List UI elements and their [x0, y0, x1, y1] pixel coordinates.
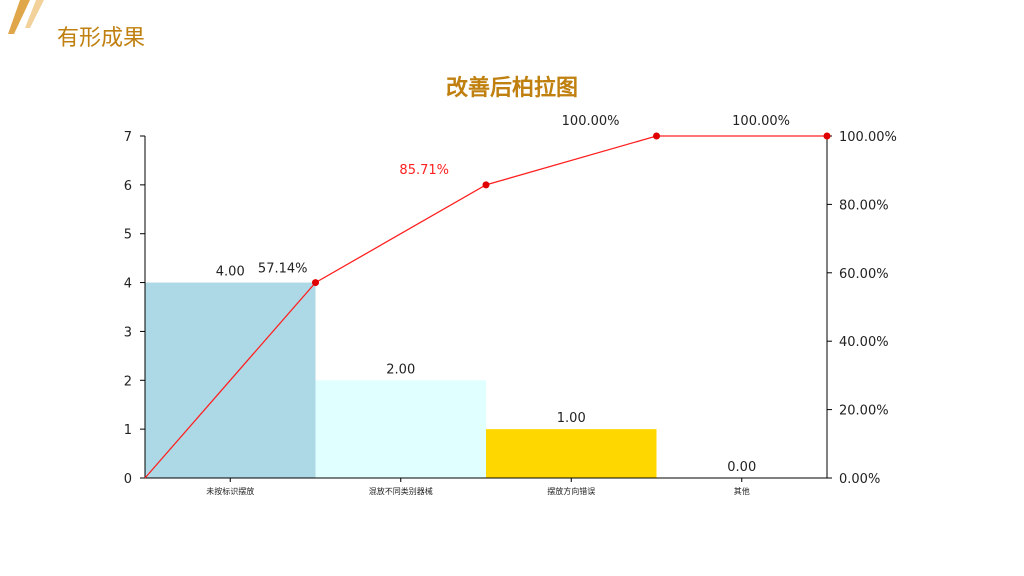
- x-tick-label: 其他: [734, 486, 750, 496]
- bar-value-label: 4.00: [216, 265, 245, 280]
- chart-title: 改善后柏拉图: [445, 76, 578, 101]
- y2-tick-label: 0.00%: [839, 472, 880, 487]
- cumulative-percent-label: 100.00%: [562, 114, 620, 129]
- y-tick-label: 4: [124, 277, 132, 292]
- y-tick-label: 5: [124, 228, 132, 243]
- y-tick-label: 7: [124, 130, 132, 145]
- bar-value-label: 2.00: [386, 362, 415, 377]
- y-tick-label: 3: [124, 325, 132, 340]
- cumulative-percent-label: 85.71%: [399, 163, 449, 178]
- cumulative-percent-label: 100.00%: [732, 114, 790, 129]
- x-tick-label: 混放不同类别器械: [369, 486, 433, 496]
- y-tick-label: 0: [124, 472, 132, 487]
- cumulative-point: [312, 279, 319, 287]
- bar: [315, 380, 486, 478]
- corner-decoration: [8, 0, 44, 34]
- cumulative-point: [482, 181, 490, 189]
- y2-tick-label: 80.00%: [839, 198, 889, 213]
- cumulative-percent-label: 57.14%: [258, 262, 308, 277]
- y2-tick-label: 40.00%: [839, 335, 889, 350]
- cumulative-point: [653, 132, 660, 140]
- y2-tick-label: 60.00%: [839, 267, 889, 282]
- cumulative-point: [823, 132, 831, 140]
- y-tick-label: 1: [124, 423, 132, 438]
- bar-value-label: 1.00: [557, 411, 586, 426]
- bar: [486, 429, 657, 478]
- bar-value-label: 0.00: [727, 460, 756, 475]
- x-tick-label: 未按标识摆放: [206, 486, 254, 496]
- x-tick-label: 摆放方向错误: [547, 486, 595, 496]
- y2-tick-label: 20.00%: [839, 404, 889, 419]
- section-title: 有形成果: [57, 26, 146, 51]
- y-tick-label: 6: [124, 179, 132, 194]
- y2-tick-label: 100.00%: [839, 130, 897, 145]
- y-tick-label: 2: [124, 374, 132, 389]
